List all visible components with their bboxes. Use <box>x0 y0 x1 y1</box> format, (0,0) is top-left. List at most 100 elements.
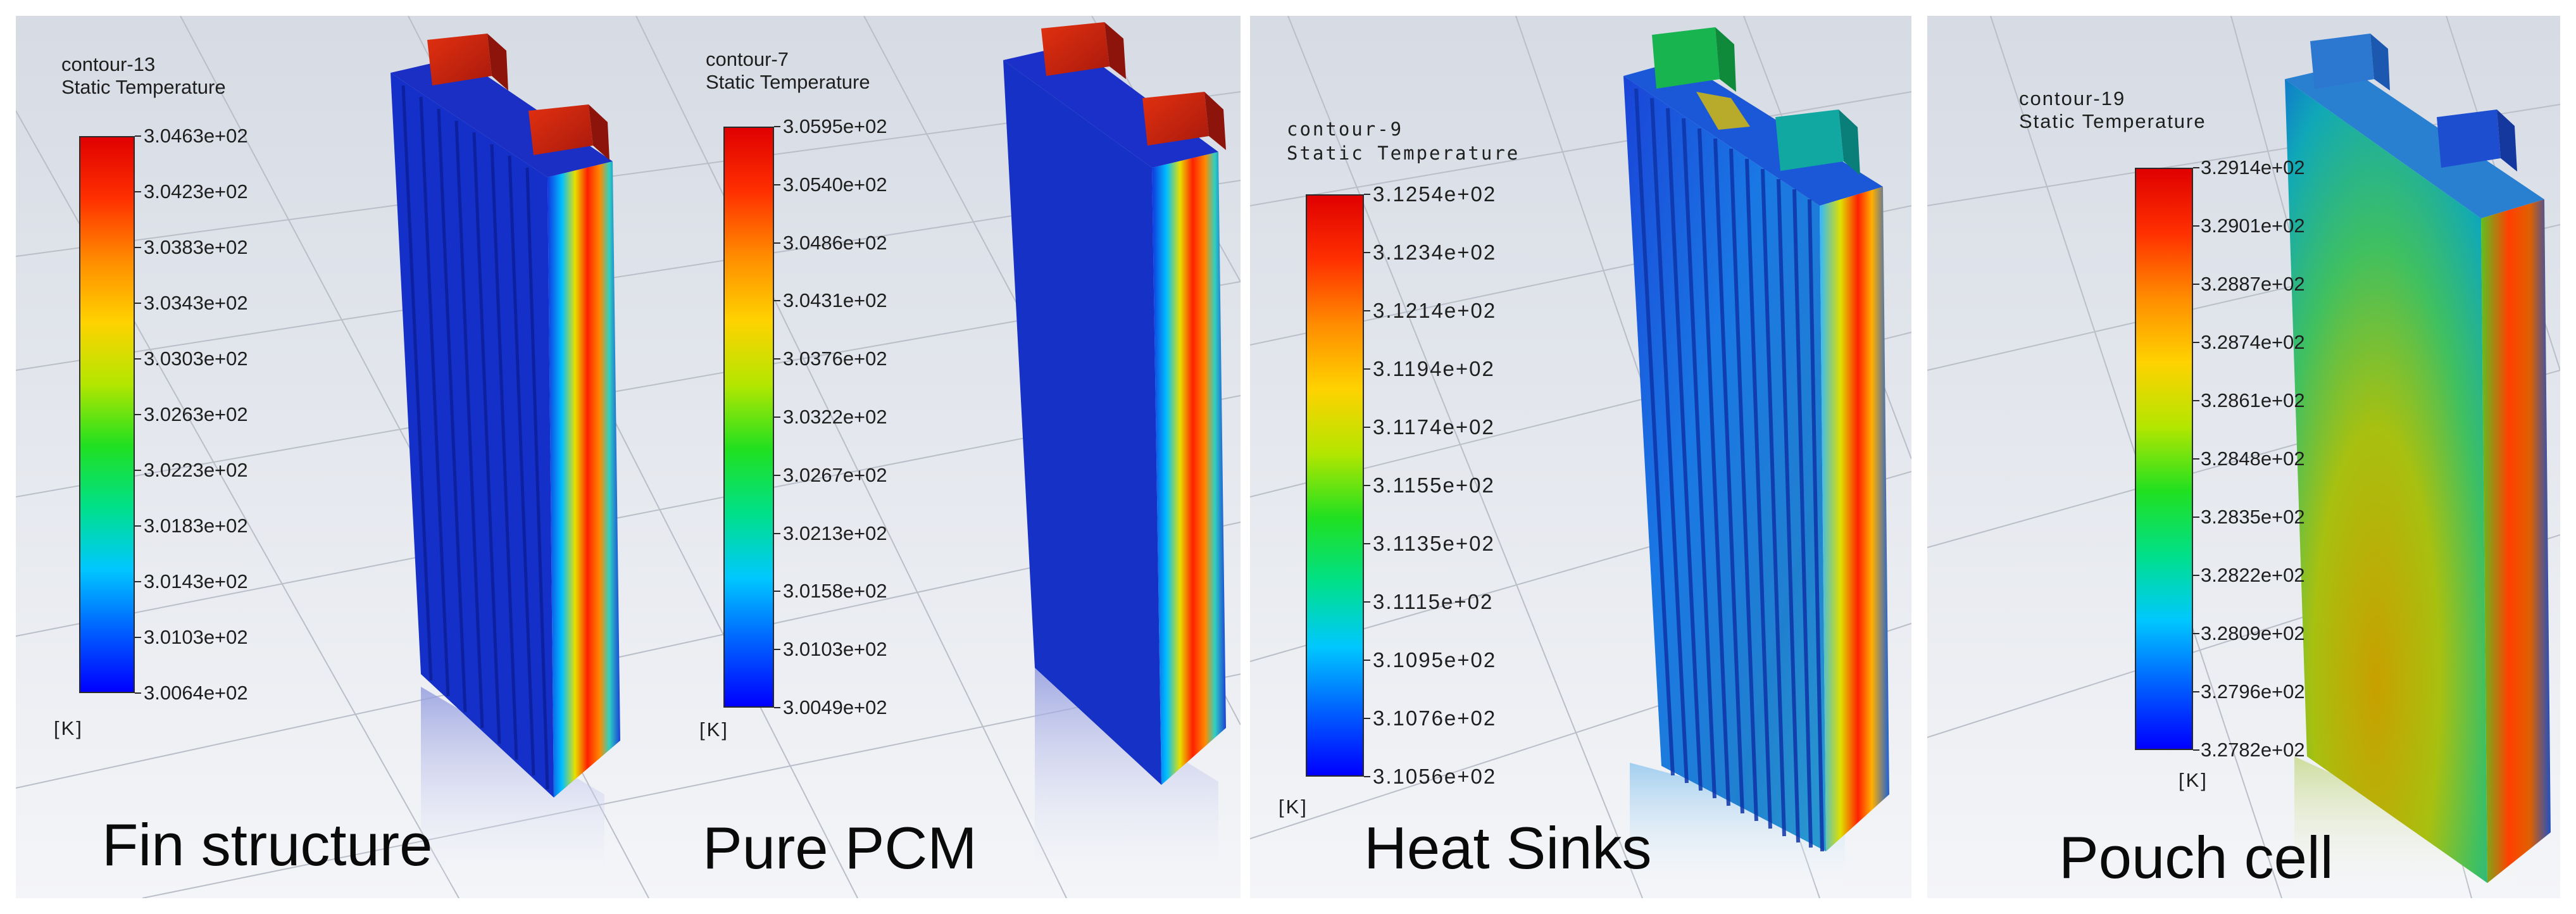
colorbar-tick <box>1364 543 1370 544</box>
colorbar-tick-label: 3.0322e+02 <box>783 406 887 428</box>
colorbar-tick-label: 3.0303e+02 <box>144 347 248 370</box>
colorbar-tick <box>1364 601 1370 603</box>
colorbar-tick <box>774 591 780 592</box>
legend-variable-name: Static Temperature <box>1287 142 1520 164</box>
colorbar-tick-label: 3.2848e+02 <box>2201 448 2305 470</box>
colorbar-tick <box>774 707 780 708</box>
colorbar-tick-label: 3.2874e+02 <box>2201 331 2305 353</box>
pure-pcm-battery-model <box>1003 22 1226 785</box>
colorbar-tick-label: 3.0103e+02 <box>144 626 248 648</box>
colorbar-tick-label: 3.2887e+02 <box>2201 273 2305 295</box>
colorbar-tick <box>1364 485 1370 486</box>
caption-pouch-cell: Pouch cell <box>2059 824 2334 891</box>
legend-variable-name: Static Temperature <box>61 76 226 98</box>
colorbar-tick-label: 3.1155e+02 <box>1373 473 1495 497</box>
colorbar-tick-label: 3.1214e+02 <box>1373 299 1497 322</box>
colorbar-tick <box>2193 691 2199 692</box>
colorbar-tick <box>2193 400 2199 401</box>
colorbar-tick-label: 3.1115e+02 <box>1373 590 1494 613</box>
colorbar <box>2135 168 2193 750</box>
colorbar-tick <box>2193 516 2199 518</box>
colorbar-tick <box>1364 776 1370 777</box>
colorbar-tick-label: 3.1056e+02 <box>1373 765 1497 788</box>
colorbar-tick-label: 3.0103e+02 <box>783 638 887 661</box>
caption-heat-sinks: Heat Sinks <box>1364 815 1652 881</box>
colorbar-tick <box>774 358 780 360</box>
colorbar-tick-label: 3.0143e+02 <box>144 570 248 592</box>
legend-contour-name: contour-13 <box>61 53 156 75</box>
colorbar-tick <box>1364 718 1370 719</box>
colorbar-tick-label: 3.1174e+02 <box>1373 415 1495 439</box>
colorbar-tick-label: 3.0595e+02 <box>783 115 887 137</box>
colorbar-tick <box>135 692 141 694</box>
colorbar-tick <box>135 135 141 137</box>
colorbar-tick-label: 3.2782e+02 <box>2201 739 2305 761</box>
caption-pure-pcm: Pure PCM <box>703 815 977 881</box>
heat-sinks-battery-model <box>1623 27 1889 852</box>
colorbar-tick-label: 3.0263e+02 <box>144 403 248 425</box>
colorbar-tick-label: 3.1194e+02 <box>1373 357 1495 380</box>
colorbar-tick <box>135 637 141 638</box>
colorbar <box>79 136 135 693</box>
caption-fin-structure: Fin structure <box>102 811 433 878</box>
colorbar-tick <box>1364 368 1370 370</box>
colorbar-tick-label: 3.0064e+02 <box>144 682 248 704</box>
colorbar-tick <box>135 414 141 415</box>
legend-unit: [K] <box>54 717 84 739</box>
colorbar-tick <box>1364 427 1370 428</box>
colorbar-tick <box>774 300 780 302</box>
colorbar-tick-label: 3.0158e+02 <box>783 580 887 603</box>
colorbar-tick-label: 3.2822e+02 <box>2201 564 2305 586</box>
colorbar-tick <box>774 126 780 127</box>
panel-fin-structure: contour-13 Static Temperature 3.0463e+02… <box>16 16 1241 898</box>
colorbar-tick <box>135 247 141 248</box>
colorbar-tick <box>774 242 780 244</box>
colorbar-tick <box>2193 284 2199 285</box>
colorbar-tick-label: 3.1135e+02 <box>1373 532 1495 555</box>
legend-variable-name: Static Temperature <box>706 71 870 93</box>
colorbar-tick-label: 3.0431e+02 <box>783 289 887 312</box>
fin-structure-battery-model <box>391 34 620 798</box>
colorbar-tick-label: 3.1254e+02 <box>1373 182 1497 206</box>
colorbar-tick-label: 3.2809e+02 <box>2201 622 2305 644</box>
colorbar-tick-label: 3.2835e+02 <box>2201 506 2305 528</box>
colorbar-tick <box>135 581 141 582</box>
colorbar-tick-label: 3.2796e+02 <box>2201 680 2305 703</box>
colorbar-tick-label: 3.1234e+02 <box>1373 241 1497 264</box>
legend-unit: [K] <box>699 718 729 741</box>
colorbar-tick-label: 3.1076e+02 <box>1373 706 1497 730</box>
legend-unit: [K] <box>1279 796 1308 818</box>
colorbar-tick-label: 3.0383e+02 <box>144 236 248 258</box>
colorbar-tick-label: 3.2914e+02 <box>2201 156 2305 178</box>
colorbar-tick-label: 3.0049e+02 <box>783 696 887 718</box>
colorbar-tick <box>774 416 780 418</box>
panel-pouch-cell: contour-19 Static Temperature 3.2914e+02… <box>1927 16 2560 898</box>
colorbar-tick <box>2193 342 2199 343</box>
colorbar-tick <box>135 470 141 471</box>
colorbar-tick-label: 3.2861e+02 <box>2201 389 2305 411</box>
colorbar-tick-label: 3.0376e+02 <box>783 347 887 370</box>
colorbar-tick <box>1364 310 1370 311</box>
colorbar <box>723 127 774 708</box>
colorbar-tick <box>135 191 141 192</box>
panel-heat-sinks: contour-9 Static Temperature 3.1254e+02 3… <box>1250 16 1911 898</box>
legend-variable-name: Static Temperature <box>2019 110 2206 132</box>
colorbar-tick-label: 3.0267e+02 <box>783 463 887 486</box>
colorbar-tick-label: 3.1095e+02 <box>1373 648 1497 672</box>
colorbar-tick-label: 3.0423e+02 <box>144 180 248 203</box>
colorbar-tick <box>1364 252 1370 253</box>
colorbar-tick <box>2193 458 2199 460</box>
viewport-pouch-cell-background <box>1927 16 2560 898</box>
colorbar-tick-label: 3.0213e+02 <box>783 522 887 544</box>
colorbar-tick-label: 3.0183e+02 <box>144 515 248 537</box>
legend-contour-name: contour-9 <box>1287 118 1404 140</box>
colorbar-tick <box>135 358 141 360</box>
colorbar-tick <box>2193 749 2199 751</box>
colorbar-tick <box>1364 194 1370 195</box>
colorbar-tick <box>2193 167 2199 168</box>
colorbar-tick <box>774 649 780 651</box>
colorbar-tick <box>774 184 780 185</box>
colorbar-tick-label: 3.0540e+02 <box>783 173 887 196</box>
colorbar-tick-label: 3.2901e+02 <box>2201 215 2305 237</box>
colorbar-tick-label: 3.0463e+02 <box>144 125 248 147</box>
